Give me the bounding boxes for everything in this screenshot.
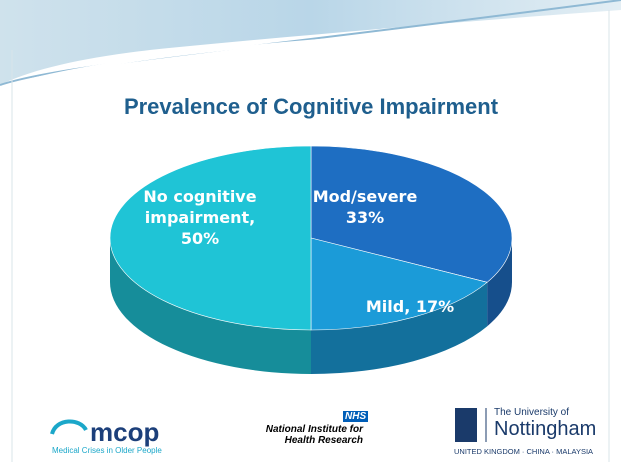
mcop-logo-swoosh [50,419,88,435]
header-wave [29,23,621,82]
uni-name: Nottingham [494,418,597,440]
data-label: Mild, 17% [365,297,455,316]
chart-title: Prevalence of Cognitive Impairment [124,94,499,119]
pie-slice-side [311,282,488,374]
data-label: No cognitive impairment, 50% [143,187,257,248]
uni-top: The University of [494,407,570,418]
pie-slice [310,145,513,283]
data-label: Mod/severe 33% [312,187,418,227]
nhs-logo: NHS [343,411,369,422]
pie-slice [109,145,312,331]
header-band [0,0,621,85]
nottingham-crest [455,408,477,442]
pie [109,145,513,374]
pie-slice [310,237,488,331]
pie-slice-side [110,238,311,374]
uni-sub: UNITED KINGDOM · CHINA · MALAYSIA [454,447,594,456]
pie-slice-side [487,238,512,327]
nihr-text: National Institute for Health Research [265,424,363,446]
mcop-tagline: Medical Crises in Older People [52,446,162,455]
mcop-logo: mcop [90,417,160,447]
